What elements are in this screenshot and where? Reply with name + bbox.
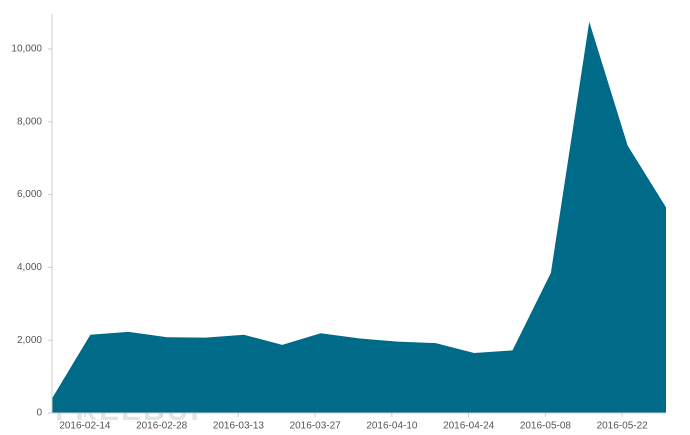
x-tick-label: 2016-03-13	[213, 421, 265, 432]
y-tick-label: 0	[36, 408, 42, 419]
x-tick-label: 2016-05-08	[520, 421, 572, 432]
y-tick-label: 2,000	[17, 335, 42, 346]
x-tick-label: 2016-04-24	[443, 421, 495, 432]
x-tick-label: 2016-02-28	[136, 421, 188, 432]
y-tick-label: 8,000	[17, 116, 42, 127]
x-tick-label: 2016-02-14	[59, 421, 111, 432]
y-tick-label: 4,000	[17, 262, 42, 273]
y-tick-label: 6,000	[17, 189, 42, 200]
area	[52, 21, 666, 413]
y-tick-label: 10,000	[11, 44, 42, 55]
x-tick-label: 2016-05-22	[597, 421, 649, 432]
x-tick-label: 2016-04-10	[366, 421, 418, 432]
x-tick-label: 2016-03-27	[290, 421, 342, 432]
